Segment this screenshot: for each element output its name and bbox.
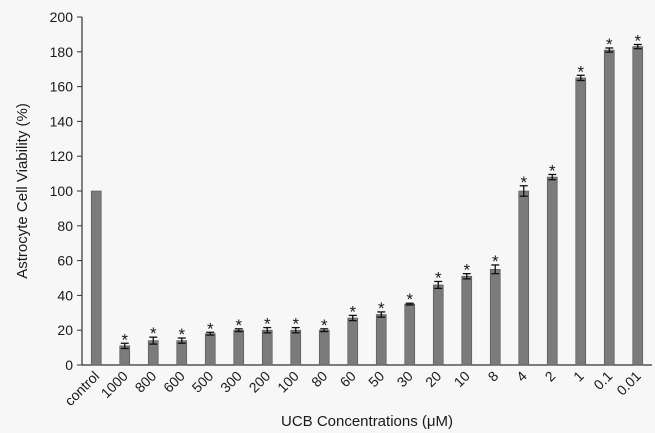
y-tick-label: 40	[57, 287, 73, 303]
x-tick-label: 2	[542, 368, 559, 385]
significance-star: *	[264, 315, 271, 334]
y-tick-label: 140	[50, 113, 74, 129]
significance-star: *	[321, 316, 328, 335]
x-tick-label: 8	[485, 368, 502, 385]
bar	[489, 268, 501, 366]
x-tick-label: control	[61, 368, 102, 409]
x-tick-label: 1	[570, 368, 587, 385]
significance-star: *	[349, 302, 356, 321]
significance-star: *	[577, 62, 584, 81]
x-tick-label: 10	[451, 368, 473, 390]
significance-star: *	[520, 173, 527, 192]
y-tick-label: 200	[50, 9, 74, 25]
significance-star: *	[463, 261, 470, 280]
y-tick-label: 20	[57, 322, 73, 338]
y-tick-label: 0	[65, 357, 73, 373]
x-tick-label: 0.01	[613, 368, 644, 399]
bar	[233, 329, 245, 366]
bar	[603, 49, 615, 366]
x-tick-label: 1000	[98, 368, 131, 401]
y-tick-label: 160	[50, 79, 74, 95]
significance-star: *	[121, 330, 128, 349]
bar	[518, 190, 530, 366]
x-axis-title: UCB Concentrations (μM)	[281, 413, 453, 430]
significance-star: *	[207, 319, 214, 338]
x-tick-label: 300	[217, 368, 245, 396]
x-tick-label: 50	[365, 368, 387, 390]
bar	[432, 284, 444, 366]
bar	[347, 317, 359, 366]
x-tick-label: 100	[274, 368, 302, 396]
bar	[375, 314, 387, 366]
bar	[176, 340, 188, 366]
bar	[261, 329, 273, 366]
x-tick-label: 20	[422, 368, 444, 390]
y-tick-label: 180	[50, 44, 74, 60]
bar	[461, 275, 473, 366]
bar	[90, 190, 102, 366]
y-tick-label: 80	[57, 218, 73, 234]
significance-star: *	[235, 316, 242, 335]
significance-star: *	[435, 268, 442, 287]
significance-star: *	[606, 35, 613, 54]
significance-star: *	[634, 31, 641, 50]
significance-star: *	[150, 324, 157, 343]
significance-star: *	[549, 161, 556, 180]
y-tick-label: 120	[50, 148, 74, 164]
bar	[404, 303, 416, 366]
x-tick-label: 600	[160, 368, 188, 396]
x-tick-label: 80	[308, 368, 330, 390]
significance-star: *	[178, 325, 185, 344]
x-tick-label: 500	[189, 368, 217, 396]
bar	[575, 77, 587, 366]
significance-star: *	[406, 290, 413, 309]
x-tick-label: 30	[394, 368, 416, 390]
x-tick-label: 60	[337, 368, 359, 390]
significance-star: *	[378, 299, 385, 318]
x-tick-label: 200	[246, 368, 274, 396]
significance-star: *	[292, 315, 299, 334]
y-tick-label: 60	[57, 253, 73, 269]
bar	[546, 176, 558, 366]
x-tick-label: 0.1	[590, 368, 615, 393]
bar	[204, 333, 216, 366]
x-tick-label: 4	[513, 368, 530, 385]
bar	[290, 329, 302, 366]
significance-star: *	[492, 252, 499, 271]
bar	[318, 329, 330, 366]
bar	[632, 46, 644, 366]
y-axis-title: Astrocyte Cell Viability (%)	[14, 103, 31, 279]
y-tick-label: 100	[50, 183, 74, 199]
x-tick-label: 800	[132, 368, 160, 396]
